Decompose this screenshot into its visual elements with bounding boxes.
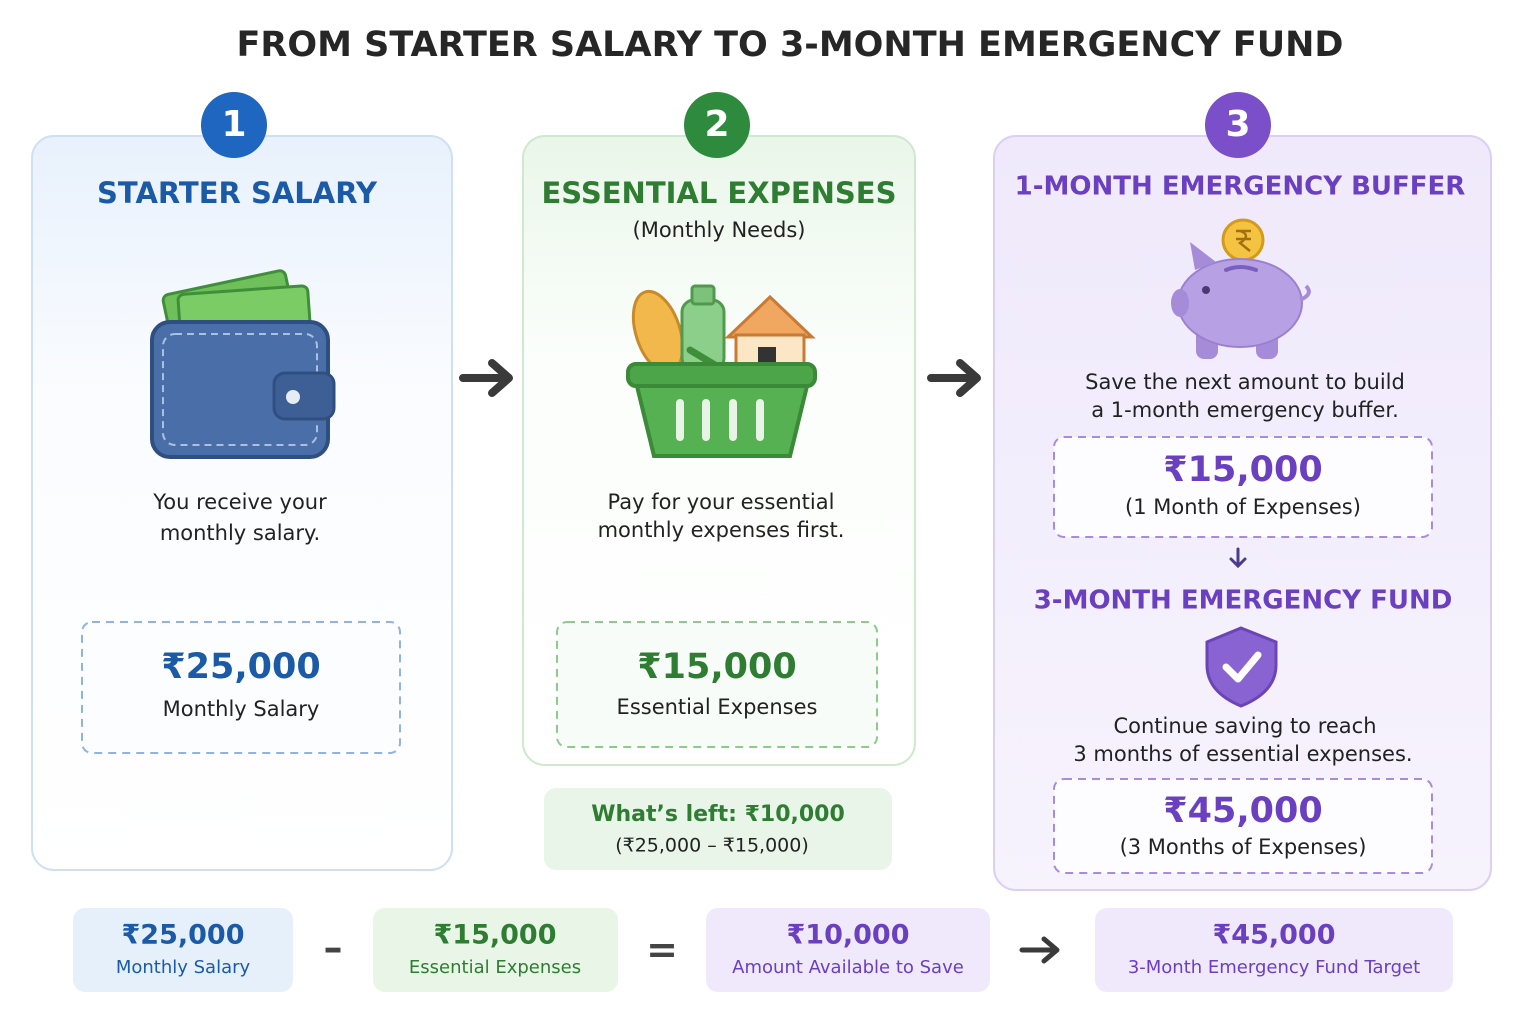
badge (684, 92, 750, 158)
summary-box (1095, 908, 1453, 992)
description: Save the next amount to build (1085, 370, 1405, 394)
goal-description: 3 months of essential expenses. (1073, 742, 1412, 766)
summary-label: Monthly Salary (116, 957, 251, 978)
arrow (927, 359, 981, 397)
badge (201, 92, 267, 158)
description: a 1-month emergency buffer. (1091, 398, 1399, 422)
amount: ₹25,000 (161, 647, 320, 687)
badge-number: 3 (1225, 104, 1250, 145)
summary-amount: ₹45,000 (1213, 920, 1336, 951)
summary-box (73, 908, 293, 992)
goal-heading: 3-MONTH EMERGENCY FUND (1034, 586, 1453, 616)
operator: – (324, 926, 343, 970)
summary-box (373, 908, 618, 992)
note: What’s left: ₹10,000 (591, 802, 845, 827)
amount-box (1053, 778, 1433, 874)
badge (1205, 92, 1271, 158)
goal-amount-label: (3 Months of Expenses) (1120, 835, 1367, 859)
amount-label: (1 Month of Expenses) (1125, 495, 1361, 519)
amount: ₹15,000 (1163, 450, 1322, 490)
arrow (1019, 936, 1060, 964)
badge-number: 1 (221, 104, 246, 145)
amount-label: Monthly Salary (163, 697, 320, 721)
description: You receive your (152, 490, 327, 514)
note-box (544, 788, 892, 870)
down-arrow (1229, 547, 1247, 569)
goal-description: Continue saving to reach (1113, 714, 1376, 738)
heading: ESSENTIAL EXPENSES (541, 176, 896, 210)
title: FROM STARTER SALARY TO 3-MONTH EMERGENCY… (237, 25, 1344, 65)
basket-icon (626, 284, 817, 458)
operator: = (646, 928, 678, 972)
amount: ₹15,000 (637, 647, 796, 687)
amount-box (1053, 436, 1433, 538)
piggy-icon (1171, 218, 1311, 359)
amount-box (556, 621, 878, 748)
heading: STARTER SALARY (97, 176, 378, 210)
goal-amount: ₹45,000 (1163, 791, 1322, 831)
shield-icon (1205, 626, 1278, 708)
subheading: (Monthly Needs) (633, 218, 806, 242)
wallet-icon (150, 269, 336, 459)
description: Pay for your essential (608, 490, 835, 514)
description: monthly salary. (160, 521, 320, 545)
heading: 1-MONTH EMERGENCY BUFFER (1015, 172, 1466, 202)
badge-number: 2 (704, 104, 729, 145)
description: monthly expenses first. (598, 518, 845, 542)
summary-amount: ₹10,000 (787, 920, 910, 951)
summary-label: Essential Expenses (409, 957, 581, 978)
note-detail: (₹25,000 – ₹15,000) (615, 835, 809, 857)
arrow (459, 359, 513, 397)
amount-box (81, 621, 401, 754)
summary-amount: ₹25,000 (122, 920, 245, 951)
summary-label: Amount Available to Save (732, 957, 964, 978)
amount-label: Essential Expenses (617, 695, 818, 719)
summary-box (706, 908, 990, 992)
summary-label: 3-Month Emergency Fund Target (1128, 957, 1420, 978)
summary-amount: ₹15,000 (434, 920, 557, 951)
